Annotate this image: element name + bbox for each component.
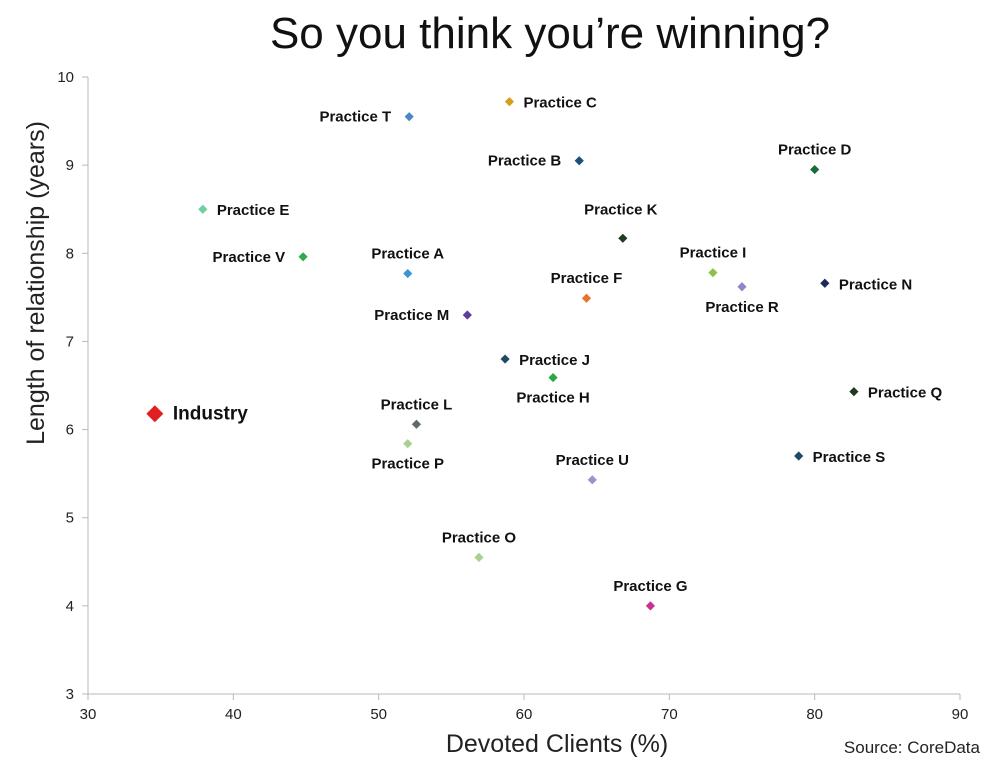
x-tick-label: 60 xyxy=(516,706,533,723)
point-practice-g xyxy=(645,601,656,611)
x-tick-label: 80 xyxy=(806,706,823,723)
y-tick-label: 9 xyxy=(66,157,74,174)
label-practice-r: Practice R xyxy=(705,299,779,316)
label-practice-l: Practice L xyxy=(381,396,453,413)
point-practice-i xyxy=(708,268,718,278)
y-tick-label: 10 xyxy=(57,69,74,86)
point-practice-j xyxy=(500,354,510,364)
axes: 3 4 5 6 7 8 9 10 30 40 50 60 70 80 90 xyxy=(57,69,968,723)
label-practice-b: Practice B xyxy=(488,153,562,170)
y-tick-label: 7 xyxy=(66,333,74,350)
label-practice-p: Practice P xyxy=(371,456,444,473)
x-tick-label: 70 xyxy=(661,706,678,723)
point-practice-q xyxy=(849,387,859,397)
point-practice-d xyxy=(810,164,820,175)
point-practice-b xyxy=(574,156,584,166)
label-practice-g: Practice G xyxy=(613,578,687,595)
label-practice-h: Practice H xyxy=(516,390,589,407)
point-practice-p xyxy=(403,439,413,449)
x-axis-label: Devoted Clients (%) xyxy=(446,730,668,758)
data-points xyxy=(146,97,859,611)
label-practice-u: Practice U xyxy=(556,452,629,469)
label-practice-f: Practice F xyxy=(551,270,623,287)
label-practice-k: Practice K xyxy=(584,201,658,218)
y-tick-label: 3 xyxy=(66,686,74,703)
point-practice-o xyxy=(474,552,484,562)
label-practice-j: Practice J xyxy=(519,352,590,369)
data-labels: Practice C Practice T Practice B Practice D… xyxy=(173,95,943,595)
label-practice-n: Practice N xyxy=(839,276,912,293)
label-practice-q: Practice Q xyxy=(868,385,943,402)
point-practice-e xyxy=(198,204,208,214)
point-practice-h xyxy=(548,372,558,383)
point-practice-s xyxy=(794,451,804,461)
label-practice-c: Practice C xyxy=(523,95,597,112)
point-practice-t xyxy=(404,112,414,122)
label-practice-v: Practice V xyxy=(213,249,286,266)
point-practice-k xyxy=(618,233,628,243)
label-practice-o: Practice O xyxy=(442,529,517,546)
point-practice-f xyxy=(581,293,592,303)
point-industry xyxy=(146,405,164,423)
point-practice-c xyxy=(504,97,515,107)
y-tick-label: 6 xyxy=(66,422,74,439)
x-tick-label: 30 xyxy=(80,706,97,723)
x-tick-label: 50 xyxy=(370,706,387,723)
label-practice-s: Practice S xyxy=(813,449,886,466)
label-practice-t: Practice T xyxy=(319,109,391,126)
chart-title: So you think you’re winning? xyxy=(270,9,830,58)
point-practice-n xyxy=(820,278,830,288)
y-tick-label: 4 xyxy=(66,598,74,615)
point-practice-r xyxy=(737,282,747,292)
point-practice-v xyxy=(298,252,308,262)
point-practice-a xyxy=(403,268,413,279)
y-tick-label: 8 xyxy=(66,245,74,262)
label-practice-m: Practice M xyxy=(374,307,449,324)
source-note: Source: CoreData xyxy=(844,738,981,757)
label-practice-a: Practice A xyxy=(371,246,444,263)
label-industry: Industry xyxy=(173,404,248,425)
y-axis-label: Length of relationship (years) xyxy=(22,121,50,445)
y-tick-label: 5 xyxy=(66,510,74,527)
x-tick-label: 90 xyxy=(952,706,969,723)
point-practice-l xyxy=(411,419,422,429)
point-practice-u xyxy=(587,475,597,485)
x-tick-label: 40 xyxy=(225,706,242,723)
point-practice-m xyxy=(462,310,472,320)
label-practice-i: Practice I xyxy=(680,245,747,262)
label-practice-d: Practice D xyxy=(778,142,852,159)
label-practice-e: Practice E xyxy=(217,202,290,219)
